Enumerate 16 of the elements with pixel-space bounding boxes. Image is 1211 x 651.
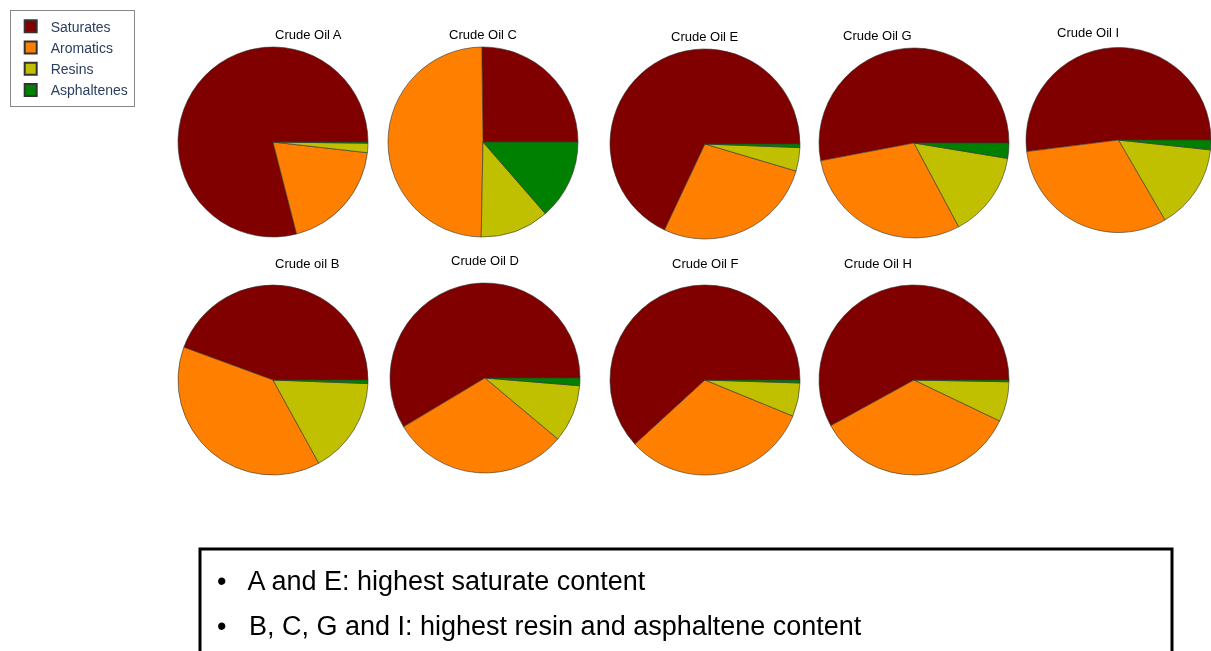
pie-slice — [177, 46, 369, 238]
chart-title: Crude Oil D — [451, 253, 519, 268]
chart-title: Crude Oil G — [843, 28, 912, 43]
chart-title: Crude Oil H — [844, 256, 912, 271]
legend-label: Aromatics — [50, 40, 113, 57]
legend-label: Resins — [50, 61, 94, 78]
text: • A and E: highest saturate content — [217, 566, 646, 596]
chart-title: Crude Oil E — [671, 29, 739, 44]
text: Crude Oil A — [275, 27, 342, 42]
text: • B, C, G and I: highest resin and asphaltene content — [217, 611, 862, 641]
chart-title: Crude Oil C — [449, 27, 517, 42]
chart-title: Crude Oil I — [1057, 25, 1120, 40]
chart-title: Crude oil B — [275, 256, 340, 271]
legend-label: Saturates — [50, 18, 111, 35]
chart-title: Crude Oil F — [672, 256, 739, 271]
legend-label: Asphaltenes — [50, 82, 128, 99]
